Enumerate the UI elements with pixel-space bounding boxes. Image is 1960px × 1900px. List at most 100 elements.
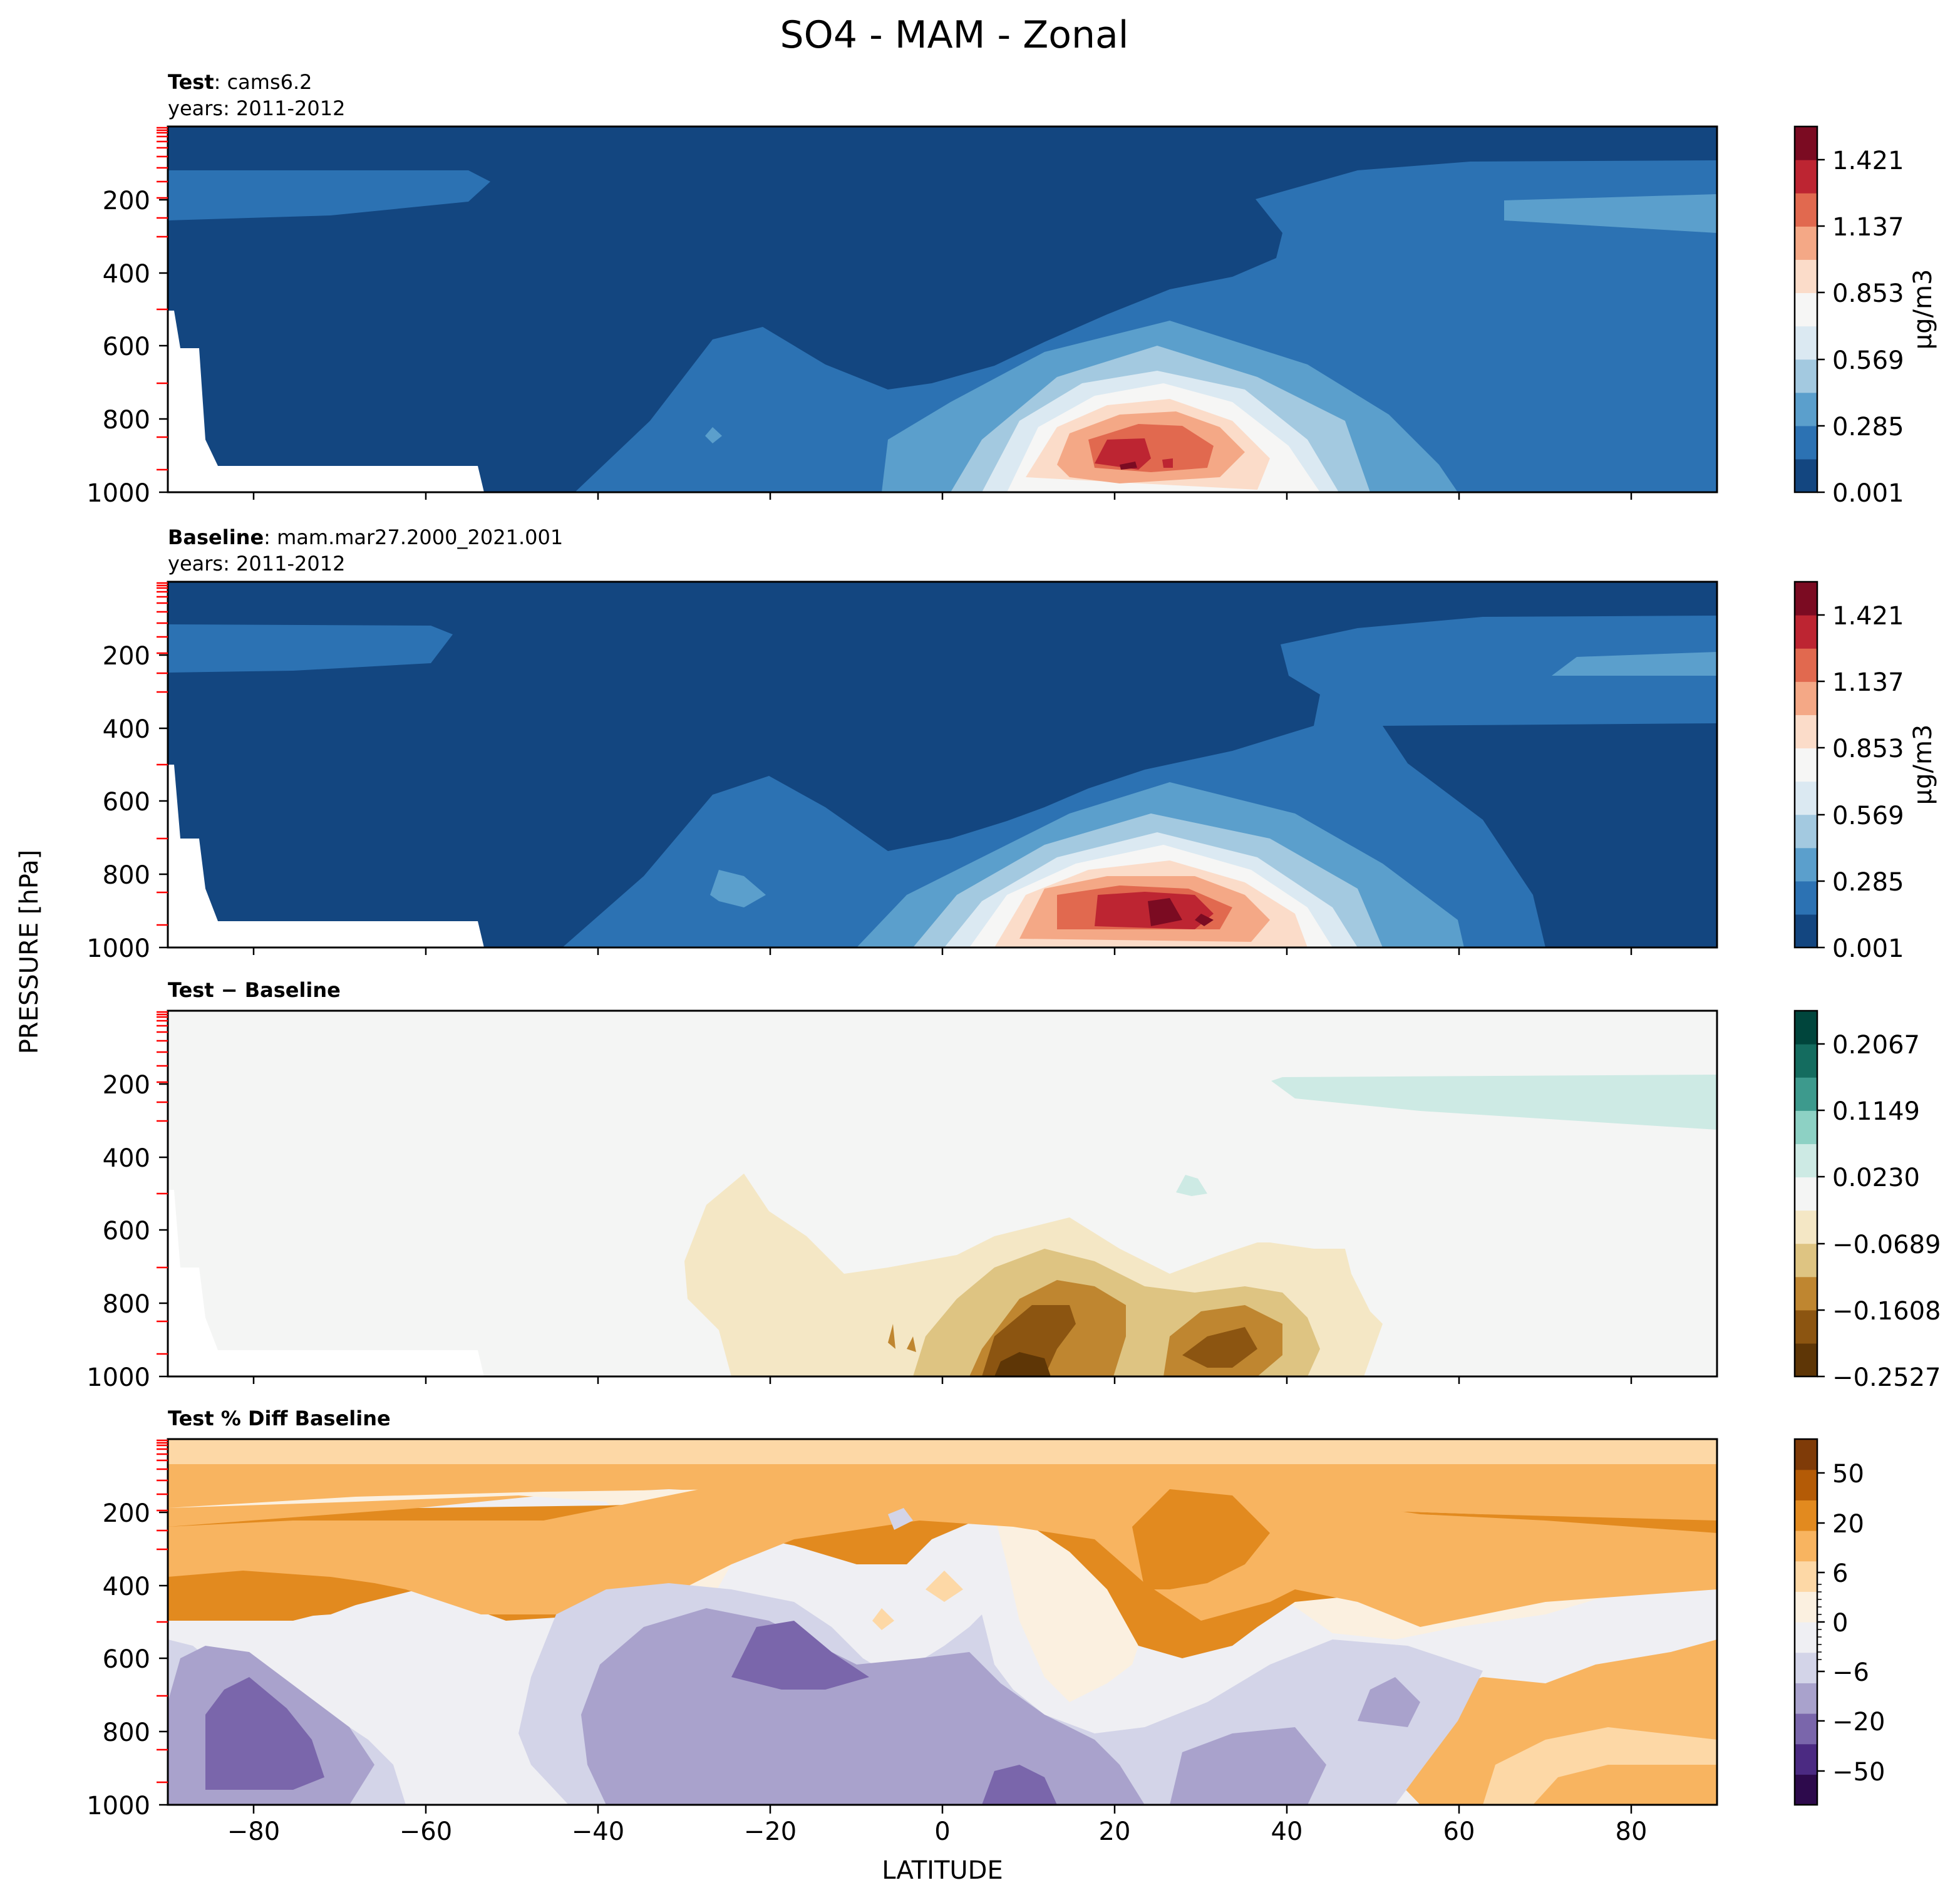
- y-tick-label: 1000: [86, 1792, 150, 1820]
- colorbar-swatch: [1795, 458, 1817, 493]
- colorbar-tick-label: 0.569: [1832, 346, 1904, 375]
- colorbar-tick-label: 0.001: [1832, 934, 1904, 963]
- x-tick-label: 80: [1616, 1817, 1648, 1846]
- y-ticks: [159, 1511, 168, 1806]
- colorbar-swatch: [1795, 582, 1817, 616]
- colorbar-pctdiff: 50 20 6 0 −6 −20 −50: [1793, 1438, 1885, 1806]
- colorbar-swatch: [1795, 1177, 1817, 1211]
- x-tick-labels: −80 −60 −40 −20 0 20 40 60 80: [227, 1817, 1648, 1846]
- colorbar-swatch: [1795, 1743, 1817, 1775]
- colorbar-swatch: [1795, 1011, 1817, 1045]
- colorbar-tick-label: −50: [1832, 1758, 1885, 1787]
- y-axis-label: PRESSURE [hPa]: [15, 850, 44, 1054]
- panel-diff: Test − Baseline 200 400 600: [86, 978, 1718, 1392]
- colorbar-swatch: [1795, 615, 1817, 649]
- colorbar-tick-label: 1.421: [1832, 147, 1904, 175]
- colorbar-tick-label: 0.1149: [1832, 1097, 1920, 1126]
- colorbar-swatch: [1795, 781, 1817, 815]
- figure-title: SO4 - MAM - Zonal: [780, 13, 1129, 57]
- colorbar-label: μg/m3: [1909, 269, 1937, 350]
- level-band: [705, 427, 722, 443]
- y-tick-label: 1000: [86, 934, 150, 963]
- level-band: [982, 1305, 1076, 1376]
- colorbar-swatch: [1795, 1713, 1817, 1745]
- colorbar-tick-label: 0.001: [1832, 479, 1904, 508]
- colorbar-swatch: [1795, 326, 1817, 360]
- colorbar-tick-label: 0.285: [1832, 868, 1904, 897]
- colorbar-swatch: [1795, 392, 1817, 426]
- colorbar-frame: [1793, 581, 1818, 949]
- level-band: [168, 765, 484, 947]
- level-band: [872, 1608, 894, 1630]
- red-level-ticks: [157, 582, 168, 926]
- colorbar-swatches: [1795, 1011, 1817, 1377]
- level-band: [994, 1352, 1051, 1376]
- y-tick-labels: 200 400 600 800 1000: [86, 1499, 150, 1820]
- y-tick-label: 1000: [86, 1363, 150, 1392]
- level-band: [168, 1439, 1717, 1464]
- colorbar-swatch: [1795, 814, 1817, 849]
- colorbar-tick-label: 0.285: [1832, 413, 1904, 441]
- panel-pctdiff-label: Test % Diff Baseline: [168, 1407, 391, 1430]
- x-ticks: [252, 1805, 1632, 1814]
- panel-test-label-text: : cams6.2: [214, 70, 312, 94]
- level-band: [926, 1571, 963, 1602]
- colorbar-swatch: [1795, 914, 1817, 948]
- y-ticks: [159, 199, 168, 493]
- x-ticks: [252, 1376, 1632, 1384]
- colorbar-tick-label: −0.0689: [1832, 1231, 1941, 1259]
- level-band: [1176, 1175, 1207, 1196]
- level-band: [1170, 1727, 1326, 1805]
- x-tick-label: 20: [1099, 1817, 1131, 1846]
- colorbar-swatch: [1795, 1591, 1817, 1623]
- level-band: [1132, 1489, 1270, 1589]
- level-band: [168, 624, 453, 673]
- y-tick-label: 800: [103, 406, 150, 435]
- colorbar-swatch: [1795, 1774, 1817, 1805]
- level-band: [1095, 438, 1151, 470]
- y-tick-label: 800: [103, 1718, 150, 1747]
- level-band: [1195, 914, 1214, 926]
- y-tick-label: 600: [103, 788, 150, 817]
- colorbar-swatch: [1795, 1531, 1817, 1562]
- level-band: [581, 1608, 1145, 1805]
- colorbar-swatch: [1795, 126, 1817, 160]
- level-band: [562, 616, 1717, 947]
- x-tick-label: −80: [227, 1817, 280, 1846]
- colorbar-swatch: [1795, 1439, 1817, 1470]
- colorbar-swatch: [1795, 1309, 1817, 1344]
- colorbar-swatch: [1795, 425, 1817, 460]
- y-tick-label: 200: [103, 1071, 150, 1100]
- level-band: [168, 170, 490, 220]
- y-tick-label: 200: [103, 642, 150, 671]
- colorbar-swatch: [1795, 193, 1817, 227]
- colorbar-diff: 0.2067 0.1149 0.0230 −0.0689 −0.1608 −0.…: [1793, 1009, 1941, 1392]
- colorbar-swatch: [1795, 1343, 1817, 1377]
- panel-baseline-label-bold: Baseline: [168, 525, 264, 549]
- y-tick-label: 400: [103, 715, 150, 744]
- colorbar-swatch: [1795, 1469, 1817, 1500]
- colorbar-tick-label: 0.569: [1832, 802, 1904, 830]
- panel-baseline-contours: [168, 582, 1717, 947]
- level-band: [168, 1190, 484, 1376]
- y-tick-labels: 200 400 600 800 1000: [86, 642, 150, 963]
- colorbar-swatch: [1795, 847, 1817, 882]
- level-band: [1120, 462, 1137, 470]
- panel-baseline-label-text: : mam.mar27.2000_2021.001: [264, 525, 563, 549]
- y-tick-label: 200: [103, 1499, 150, 1528]
- colorbar-swatch: [1795, 1077, 1817, 1111]
- colorbar-swatch: [1795, 160, 1817, 194]
- x-tick-label: 0: [934, 1817, 950, 1846]
- colorbar-tick-label: 1.137: [1832, 668, 1904, 697]
- y-tick-label: 600: [103, 1217, 150, 1246]
- y-tick-labels: 200 400 600 800 1000: [86, 1071, 150, 1392]
- red-level-ticks: [157, 1011, 168, 1355]
- y-tick-label: 1000: [86, 479, 150, 508]
- level-band: [1504, 194, 1717, 233]
- panel-baseline-label: Baseline: mam.mar27.2000_2021.001: [168, 525, 563, 549]
- colorbar-swatch: [1795, 259, 1817, 294]
- level-band: [888, 1508, 913, 1530]
- colorbar-tick-label: −20: [1832, 1708, 1885, 1737]
- y-tick-label: 200: [103, 187, 150, 215]
- y-tick-label: 600: [103, 1645, 150, 1674]
